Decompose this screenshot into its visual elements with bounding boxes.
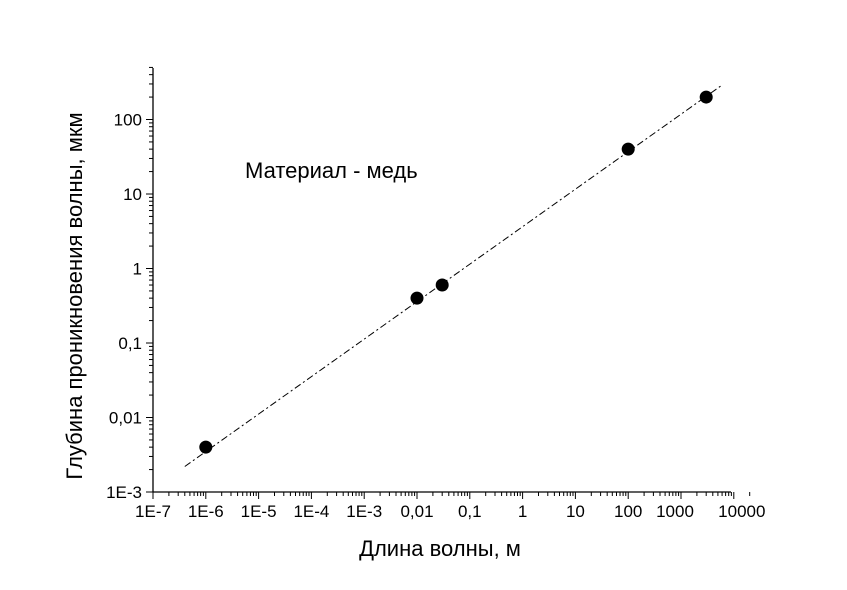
x-tick-label: 1E-5 bbox=[241, 502, 277, 521]
annotation-label: Материал - медь bbox=[245, 158, 418, 183]
x-axis-ticks: 1E-7 1E-6 1E-5 1E-4 1E-3 0,01 0,1 1 10 100 1000 100… bbox=[135, 492, 765, 521]
y-tick-label: 10 bbox=[123, 185, 142, 204]
x-tick-label: 1000 bbox=[656, 502, 694, 521]
y-tick-label: 1 bbox=[133, 260, 142, 279]
x-tick-label: 1E-6 bbox=[188, 502, 224, 521]
y-tick-label: 100 bbox=[114, 111, 142, 130]
x-tick-label: 0,01 bbox=[400, 502, 433, 521]
y-tick-label: 0,01 bbox=[109, 409, 142, 428]
y-tick-label: 0,1 bbox=[118, 334, 142, 353]
x-axis-title: Длина волны, м bbox=[359, 536, 521, 561]
x-tick-label: 1 bbox=[518, 502, 527, 521]
x-tick-label: 1E-4 bbox=[293, 502, 329, 521]
trend-line bbox=[184, 84, 723, 467]
data-point bbox=[621, 142, 635, 156]
x-tick-label: 100 bbox=[614, 502, 642, 521]
data-point bbox=[699, 90, 713, 104]
x-tick-label: 0,1 bbox=[458, 502, 482, 521]
y-tick-label: 1E-3 bbox=[106, 483, 142, 502]
x-tick-label: 1E-3 bbox=[346, 502, 382, 521]
data-points bbox=[199, 90, 713, 454]
data-point bbox=[435, 278, 449, 292]
x-tick-label: 10 bbox=[566, 502, 585, 521]
y-axis-title: Глубина проникновения волны, мкм bbox=[62, 112, 87, 479]
x-tick-label: 1E-7 bbox=[135, 502, 171, 521]
data-point bbox=[199, 440, 213, 454]
x-tick-label: 10000 bbox=[718, 502, 765, 521]
data-point bbox=[410, 291, 424, 305]
trend-line-group bbox=[184, 84, 723, 467]
y-axis-ticks: 1E-3 0,01 0,1 1 10 100 bbox=[106, 66, 153, 502]
